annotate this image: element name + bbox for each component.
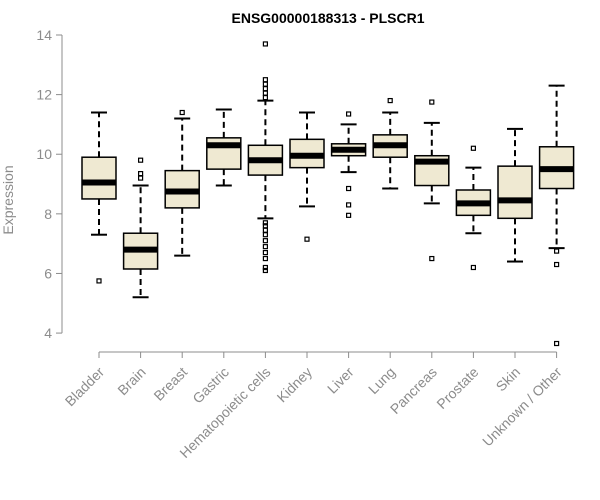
outlier-point [179,109,185,116]
box-skin [497,127,533,263]
x-tick-label: Skin [493,364,524,395]
y-tick-label: 6 [44,265,52,281]
outlier-point [262,255,268,262]
outlier-point [262,81,268,87]
outlier-point [429,99,435,105]
outlier-point [262,249,268,256]
x-tick-label: Kidney [274,364,316,406]
outlier-point [262,77,268,83]
box-breast [164,109,200,257]
outlier-point [138,171,144,177]
y-axis: 4 6 8 10 12 14 [36,27,63,341]
box-lung [372,97,408,190]
outlier-point [553,248,560,254]
x-tick-label: Brain [114,364,148,398]
outlier-point [262,86,268,92]
outlier-point [429,255,435,262]
y-tick-label: 8 [44,206,52,222]
outlier-point [346,212,352,218]
y-tick-label: 4 [44,325,52,341]
outlier-point [304,236,310,242]
y-tick-label: 14 [36,27,52,43]
y-tick-label: 12 [36,87,52,103]
outlier-point [262,90,268,96]
outlier-point [262,264,268,271]
y-tick-label: 10 [36,146,52,162]
box-pancreas [414,99,450,262]
box-prostate [455,145,492,271]
chart-title: ENSG00000188313 - PLSCR1 [232,10,425,26]
x-tick-label: Lung [365,364,398,397]
outlier-point [553,261,560,268]
outlier-point [346,111,352,117]
x-tick-label: Prostate [433,364,481,412]
box-hematopoietic-cells [247,41,284,274]
outlier-point [387,97,393,104]
iqr-box [81,156,117,200]
iqr-box [497,165,533,220]
outlier-point [346,185,352,192]
x-tick-label: Bladder [62,364,108,410]
box-unknown-other [538,84,575,347]
x-tick-label: Liver [324,364,357,397]
outlier-point [470,145,476,151]
outlier-point [262,227,268,233]
outlier-point [138,157,144,163]
x-tick-label: Breast [150,364,190,404]
outlier-point [138,175,144,181]
outlier-point [262,232,268,238]
box-brain [122,157,159,299]
box-kidney [289,111,325,242]
outlier-point [262,238,268,244]
x-tick-label: Unknown / Other [479,364,565,450]
box-bladder [81,111,117,284]
plot-area [81,41,575,347]
outlier-point [262,220,268,226]
outlier-point [346,202,352,208]
outlier-point [262,244,268,250]
outlier-point [470,264,476,271]
outlier-point [553,340,560,347]
outlier-point [262,94,268,101]
box-gastric [206,108,242,187]
outlier-point [262,41,268,47]
y-axis-label: Expression [0,165,16,234]
outlier-point [96,278,102,284]
box-liver [330,111,367,218]
outlier-point [262,267,268,274]
outlier-point [262,223,268,229]
